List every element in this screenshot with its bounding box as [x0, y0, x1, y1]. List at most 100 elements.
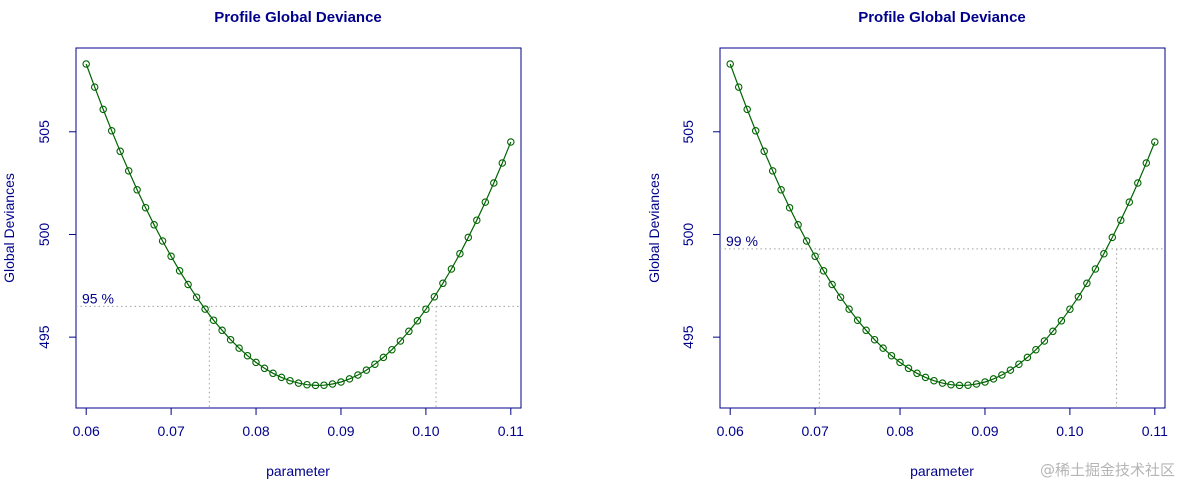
data-point — [743, 105, 751, 114]
chart-title: Profile Global Deviance — [858, 9, 1026, 26]
data-point — [209, 316, 218, 324]
data-point — [811, 252, 819, 261]
data-point — [870, 335, 879, 344]
data-point — [1083, 279, 1091, 288]
data-point — [235, 344, 243, 352]
data-point — [785, 203, 794, 212]
data-point — [1142, 159, 1151, 167]
data-point — [896, 358, 904, 367]
data-point — [184, 280, 192, 289]
data-point — [862, 326, 870, 335]
plot-frame — [719, 47, 1166, 409]
data-point — [116, 147, 124, 156]
x-tick-label: 0.09 — [971, 423, 998, 439]
data-point — [260, 364, 269, 373]
data-point — [481, 198, 490, 206]
y-tick-label: 495 — [36, 325, 52, 349]
data-point — [879, 344, 887, 352]
data-point — [456, 249, 464, 258]
data-point — [371, 360, 379, 368]
data-point — [845, 305, 853, 313]
data-point — [1049, 327, 1057, 336]
y-axis-label: Global Deviances — [1, 173, 17, 283]
plot-frame — [75, 47, 522, 409]
data-point — [1134, 179, 1142, 187]
data-point — [158, 237, 167, 245]
data-point — [981, 378, 989, 386]
data-point — [226, 335, 235, 344]
data-point — [1117, 216, 1125, 224]
x-tick-label: 0.10 — [412, 423, 439, 439]
data-point — [794, 221, 802, 229]
data-point — [192, 293, 201, 301]
data-point — [243, 351, 252, 360]
x-tick-label: 0.11 — [1142, 423, 1168, 439]
data-point — [1006, 366, 1015, 374]
x-tick-label: 0.10 — [1056, 423, 1083, 439]
data-point — [320, 381, 328, 389]
x-axis-label: parameter — [266, 463, 330, 479]
data-point — [311, 381, 320, 390]
data-point — [107, 127, 116, 135]
data-point — [124, 167, 133, 175]
data-point — [802, 237, 811, 245]
data-point — [328, 380, 337, 388]
data-point — [303, 380, 311, 389]
deviance-curve-line — [729, 63, 1156, 387]
data-point — [405, 327, 413, 336]
data-point — [751, 127, 760, 135]
data-point — [388, 345, 396, 354]
data-point — [99, 105, 107, 114]
data-point — [1151, 138, 1159, 146]
data-point — [1074, 293, 1083, 301]
chart-title: Profile Global Deviance — [214, 9, 382, 26]
data-point — [777, 186, 785, 194]
x-tick-label: 0.06 — [73, 423, 100, 439]
data-point — [141, 203, 150, 212]
data-point — [947, 380, 955, 389]
data-point — [294, 379, 303, 387]
data-point — [201, 305, 209, 313]
data-point — [252, 358, 260, 367]
data-point — [175, 267, 184, 275]
data-point — [853, 316, 862, 324]
data-point — [430, 293, 439, 301]
data-point — [1100, 249, 1108, 258]
data-point — [1023, 353, 1032, 362]
y-tick-label: 500 — [36, 223, 52, 247]
data-point — [379, 353, 388, 362]
data-point — [828, 280, 836, 289]
data-point — [768, 167, 777, 175]
data-point — [150, 221, 158, 229]
data-point — [90, 83, 99, 91]
data-point — [921, 373, 930, 382]
y-tick-label: 505 — [680, 120, 696, 144]
data-point — [760, 147, 768, 156]
x-tick-label: 0.08 — [242, 423, 269, 439]
data-point — [989, 375, 998, 383]
y-tick-label: 500 — [680, 223, 696, 247]
data-point — [938, 379, 947, 387]
y-tick-label: 495 — [680, 325, 696, 349]
data-point — [345, 375, 354, 383]
data-point — [1125, 198, 1134, 206]
watermark: @稀土掘金技术社区 — [1039, 461, 1175, 479]
chart-panel-left: Profile Global Deviance 0.06 0.07 0.08 0.09 0… — [1, 9, 524, 479]
data-point — [964, 381, 972, 389]
chart-panel-right: Profile Global Deviance 0.06 0.07 0.08 0.09 0… — [646, 9, 1168, 479]
data-point — [167, 252, 175, 261]
y-axis-label: Global Deviances — [646, 173, 662, 283]
data-point — [464, 233, 473, 242]
data-point — [1091, 265, 1100, 273]
data-point — [507, 138, 515, 146]
data-point — [734, 83, 743, 91]
data-point — [473, 216, 481, 224]
confidence-level-label: 95 % — [82, 290, 114, 306]
data-point — [362, 366, 371, 374]
data-point — [819, 267, 828, 275]
data-point — [955, 381, 964, 390]
data-point — [1057, 317, 1066, 325]
data-point — [1015, 360, 1023, 368]
data-point — [82, 60, 90, 68]
